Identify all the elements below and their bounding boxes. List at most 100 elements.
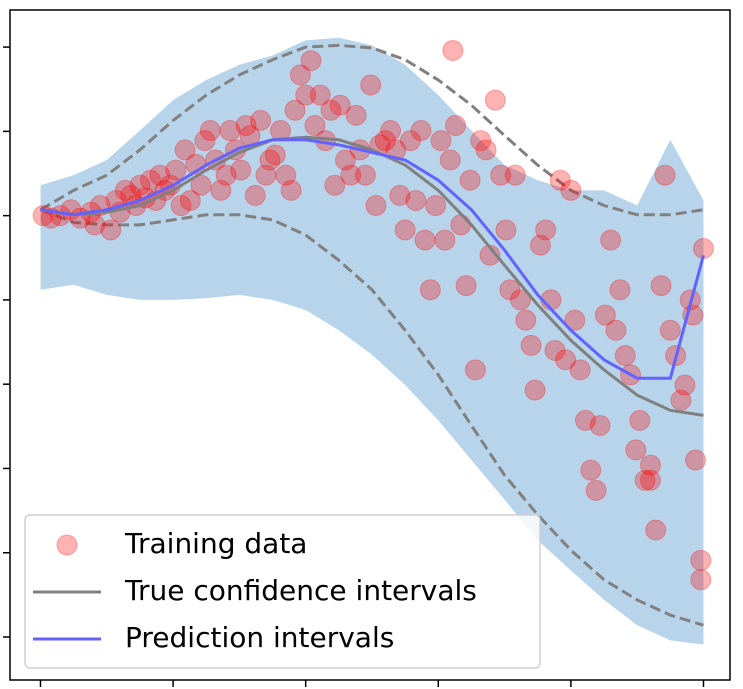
training-point (114, 179, 136, 201)
training-point (264, 144, 286, 166)
training-point (564, 309, 586, 331)
training-point (580, 459, 602, 481)
training-point (569, 359, 591, 381)
training-point (419, 279, 441, 301)
training-point (149, 164, 171, 186)
training-point (475, 139, 497, 161)
training-point (690, 549, 712, 571)
training-point (459, 169, 481, 191)
training-point (455, 275, 477, 297)
training-point (170, 195, 192, 217)
training-point (544, 339, 566, 361)
training-point (535, 219, 557, 241)
training-point (464, 359, 486, 381)
training-point (442, 39, 464, 61)
training-point (650, 275, 672, 297)
legend: Training data True confidence intervals Pr… (24, 514, 541, 669)
true-interval-lower (39, 208, 704, 627)
training-point (389, 184, 411, 206)
training-point (600, 229, 622, 251)
legend-label: True confidence intervals (124, 574, 477, 607)
training-point (215, 164, 237, 186)
training-point (560, 179, 582, 201)
training-point (365, 195, 387, 217)
training-point (300, 50, 322, 72)
training-point (174, 139, 196, 161)
prediction-band (40, 37, 704, 645)
training-point (445, 114, 467, 136)
training-point (399, 130, 421, 152)
training-point (360, 74, 382, 96)
training-point (499, 279, 521, 301)
training-point (244, 184, 266, 206)
training-point (470, 130, 492, 152)
training-point (450, 214, 472, 236)
training-point (605, 319, 627, 341)
training-point (484, 89, 506, 111)
legend-label: Training data (124, 527, 307, 560)
training-point (309, 84, 331, 106)
training-point (324, 174, 346, 196)
training-point (179, 189, 201, 211)
training-point (490, 164, 512, 186)
training-point (654, 164, 676, 186)
training-point (439, 149, 461, 171)
training-point (430, 130, 452, 152)
training-point (434, 229, 456, 251)
training-point (374, 130, 396, 152)
training-point (289, 64, 311, 86)
training-point (190, 174, 212, 196)
training-point (549, 169, 571, 191)
training-point (329, 94, 351, 116)
training-point (414, 229, 436, 251)
legend-marker (56, 534, 78, 556)
training-point (345, 104, 367, 126)
training-point (199, 120, 221, 142)
training-point (515, 309, 537, 331)
training-point (304, 114, 326, 136)
training-point (284, 99, 306, 121)
training-point (320, 99, 342, 121)
training-point (255, 164, 277, 186)
training-point (140, 169, 162, 191)
training-point (340, 164, 362, 186)
training-point (230, 159, 252, 181)
training-point (524, 379, 546, 401)
training-point (194, 130, 216, 152)
training-point (275, 164, 297, 186)
series-line (40, 138, 705, 380)
training-point (639, 454, 661, 476)
true-interval-upper (39, 43, 704, 217)
training-point (625, 439, 647, 461)
training-point (219, 120, 241, 142)
training-point (645, 519, 667, 541)
training-point (594, 304, 616, 326)
training-point (585, 479, 607, 501)
training-point (354, 164, 376, 186)
training-point (639, 469, 661, 491)
plot-frame (9, 9, 731, 681)
training-point (165, 159, 187, 181)
training-point (405, 189, 427, 211)
training-point (259, 149, 281, 171)
training-point (280, 179, 302, 201)
training-point (129, 174, 151, 196)
training-point (210, 179, 232, 201)
training-point (589, 414, 611, 436)
training-point (295, 84, 317, 106)
training-point (574, 409, 596, 431)
legend-box (24, 514, 541, 669)
training-point (504, 164, 526, 186)
training-point (614, 345, 636, 367)
training-point (674, 374, 696, 396)
training-point (509, 289, 531, 311)
training-point (100, 219, 122, 241)
training-point (629, 409, 651, 431)
training-point (250, 109, 272, 131)
training-point (394, 219, 416, 241)
series-line (40, 135, 704, 417)
training-point (634, 469, 656, 491)
training-point (529, 234, 551, 256)
training-point (235, 114, 257, 136)
training-point (84, 214, 106, 236)
